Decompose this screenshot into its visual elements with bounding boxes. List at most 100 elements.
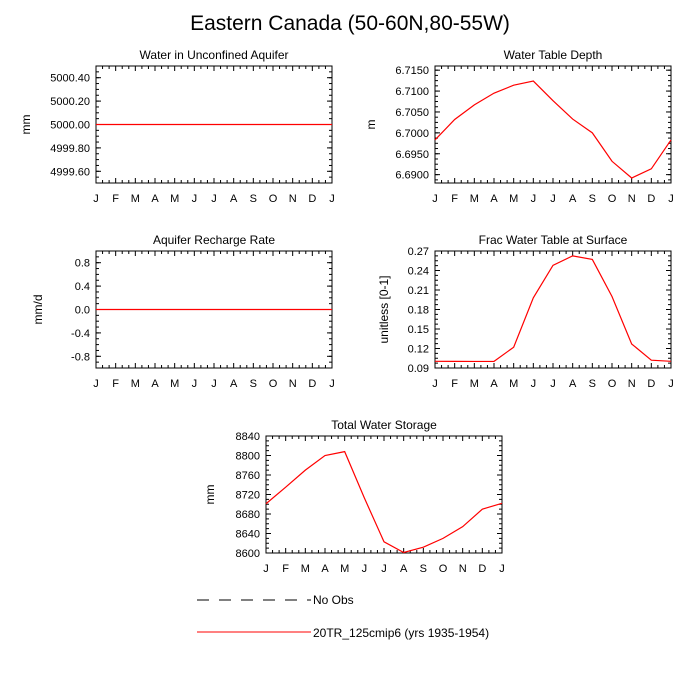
x-tick-label: D [647,193,655,205]
y-tick-label: 6.6950 [395,149,429,161]
series-line [265,450,503,554]
plot-frame [434,65,672,184]
x-tick-label: A [490,193,498,205]
panel-title: Total Water Storage [331,418,437,432]
chart-panel-4: Frac Water Table at Surface unitless [0-1… [377,233,674,390]
y-tick-label: 5000.20 [50,96,90,108]
x-tick-label: M [131,193,140,205]
x-tick-label: O [439,563,448,575]
x-tick-label: J [211,193,217,205]
x-tick-label: S [589,193,596,205]
y-tick-label: 8680 [236,509,260,521]
x-tick-label: O [608,378,617,390]
y-tick-label: 8720 [236,490,260,502]
x-tick-label: F [451,193,458,205]
x-tick-label: N [628,193,636,205]
panel-title: Water Table Depth [504,48,603,62]
x-tick-label: D [308,193,316,205]
x-tick-label: N [289,193,297,205]
x-tick-label: J [211,378,217,390]
x-tick-label: S [250,193,257,205]
x-tick-label: S [589,378,596,390]
figure-title: Eastern Canada (50-60N,80-55W) [190,12,510,35]
x-tick-label: J [531,378,537,390]
y-axis-label: m [364,120,378,130]
x-tick-label: F [282,563,289,575]
y-tick-label: 6.7100 [395,86,429,98]
x-tick-label: N [459,563,467,575]
x-tick-label: J [93,378,99,390]
y-tick-label: 8640 [236,529,260,541]
x-tick-label: J [93,193,99,205]
legend [197,599,311,633]
x-tick-label: A [569,193,577,205]
x-tick-label: J [192,378,198,390]
x-tick-label: A [151,193,159,205]
series-line [434,255,672,363]
legend-label-no-obs: No Obs [313,593,354,607]
x-tick-label: M [470,378,479,390]
plot-frame [434,250,672,369]
x-tick-label: D [478,563,486,575]
y-tick-label: 0.8 [75,258,90,270]
y-tick-label: 4999.60 [50,166,90,178]
panel-title: Aquifer Recharge Rate [153,233,275,247]
x-tick-label: F [112,378,119,390]
y-tick-label: 0.21 [408,285,429,297]
y-tick-label: 6.7150 [395,65,429,77]
y-tick-label: 5000.00 [50,120,90,132]
y-tick-label: 6.6900 [395,170,429,182]
x-tick-label: M [509,378,518,390]
x-tick-label: J [432,378,438,390]
x-tick-label: J [381,563,387,575]
y-tick-label: 0.24 [408,266,429,278]
x-tick-label: F [451,378,458,390]
x-tick-label: J [432,193,438,205]
x-tick-label: A [230,193,238,205]
panel-title: Water in Unconfined Aquifer [140,48,289,62]
y-tick-label: 6.7050 [395,107,429,119]
x-tick-label: J [362,563,368,575]
x-tick-label: A [400,563,408,575]
y-axis-label: unitless [0-1] [377,275,391,343]
x-tick-label: J [531,193,537,205]
y-tick-label: 0.18 [408,305,429,317]
plot-frame [265,435,503,554]
y-tick-label: 4999.80 [50,143,90,155]
x-tick-label: A [151,378,159,390]
x-tick-label: M [509,193,518,205]
y-tick-label: 8800 [236,451,260,463]
y-tick-label: 0.15 [408,324,429,336]
x-tick-label: M [170,193,179,205]
y-axis-label: mm [203,485,217,505]
x-tick-label: J [263,563,269,575]
x-tick-label: D [308,378,316,390]
x-tick-label: A [569,378,577,390]
x-tick-label: A [490,378,498,390]
x-tick-label: M [301,563,310,575]
y-tick-label: 8600 [236,548,260,560]
x-tick-label: J [550,378,556,390]
x-tick-label: N [628,378,636,390]
y-tick-label: 0.27 [408,246,429,258]
y-tick-label: -0.8 [71,351,90,363]
y-axis-label: mm/d [31,295,45,325]
x-tick-label: M [340,563,349,575]
series-line [434,80,672,179]
y-tick-label: 8760 [236,470,260,482]
panel-title: Frac Water Table at Surface [479,233,628,247]
x-tick-label: S [420,563,427,575]
x-tick-label: M [170,378,179,390]
x-tick-label: M [131,378,140,390]
x-tick-label: J [329,378,335,390]
y-tick-label: 6.7000 [395,128,429,140]
y-tick-label: -0.4 [71,328,90,340]
x-tick-label: O [269,378,278,390]
y-tick-label: 8840 [236,431,260,443]
y-tick-label: 0.12 [408,344,429,356]
y-tick-label: 0.4 [75,281,90,293]
